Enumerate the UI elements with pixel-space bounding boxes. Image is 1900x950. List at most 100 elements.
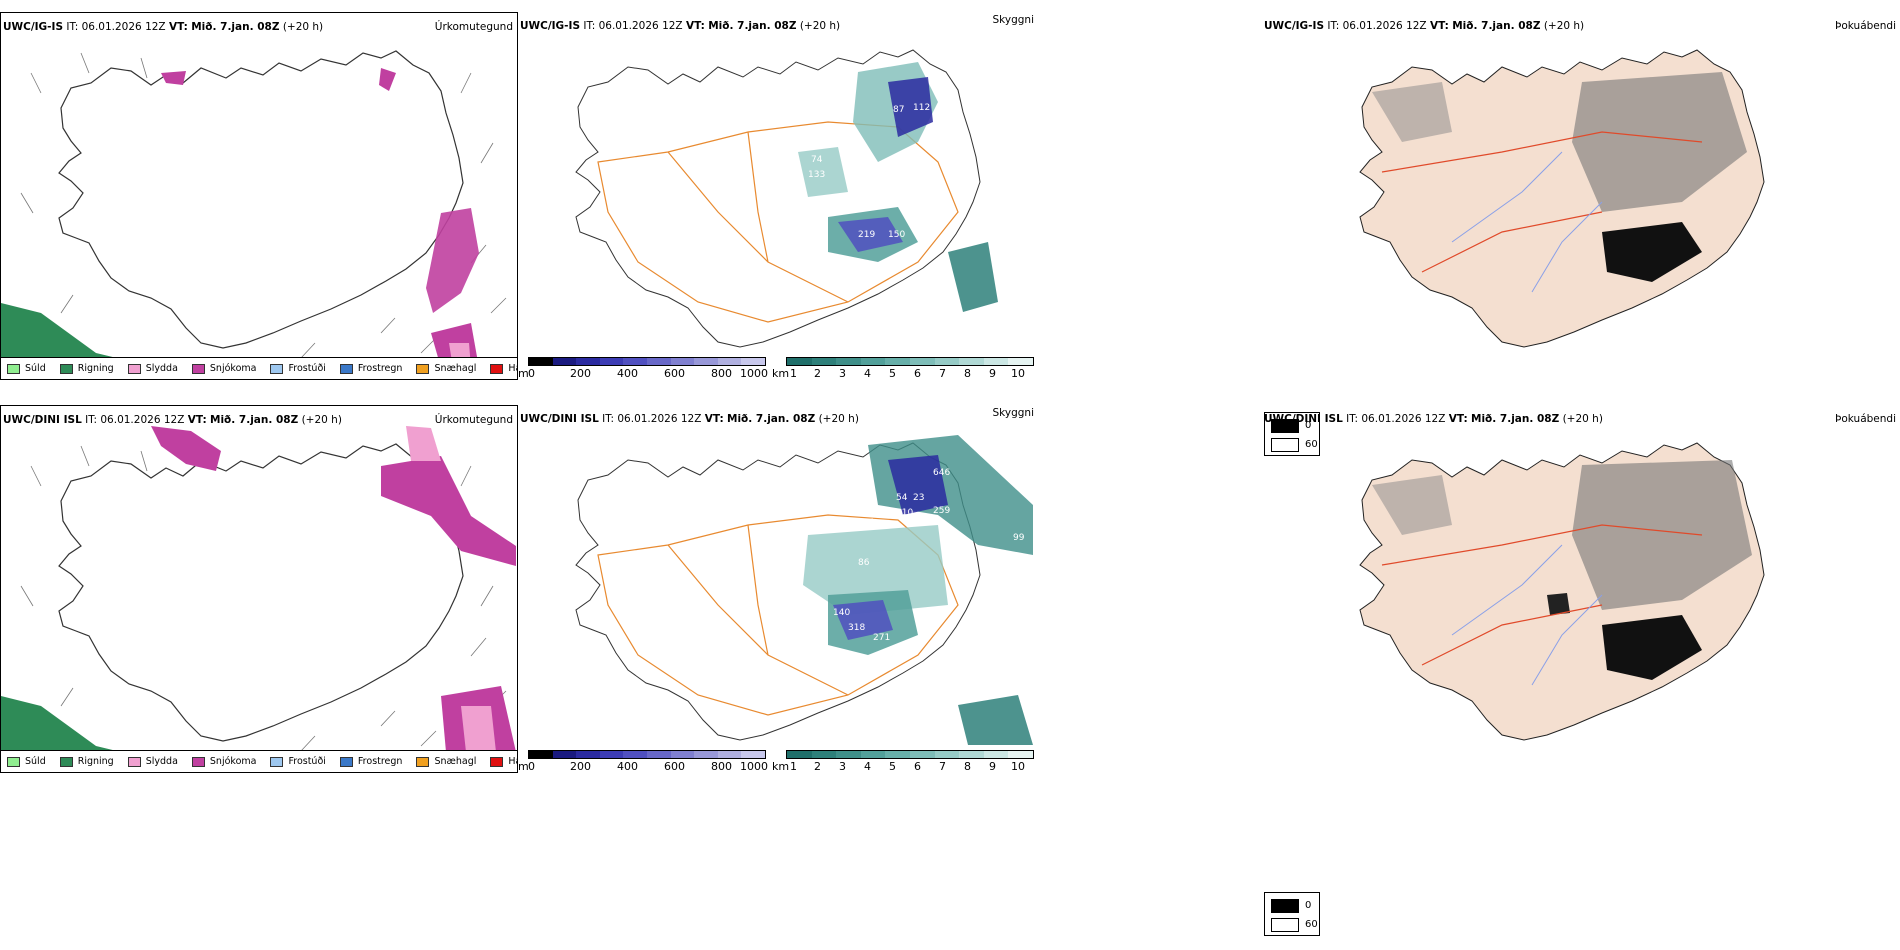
ceiling-label: 112 <box>913 103 930 113</box>
legend-item: Slydda <box>127 363 178 374</box>
ceiling-tick: 800 <box>711 367 732 380</box>
ceiling-label: 23 <box>913 493 924 503</box>
visibility-tick: 7 <box>939 367 946 380</box>
visibility-tick: 7 <box>939 760 946 773</box>
vis-area-center <box>798 147 848 197</box>
ceiling-label: 140 <box>833 608 850 618</box>
visibility-tick: 5 <box>889 760 896 773</box>
legend-item: Frostregn <box>339 756 402 767</box>
legend-swatch <box>7 363 20 374</box>
ceiling-labels: 646 54 23 110 259 99 161 86 101 140 318 … <box>773 468 1025 643</box>
ceiling-label: 219 <box>858 230 875 240</box>
ceiling-label: 82 <box>858 155 869 165</box>
ceiling-tick: 600 <box>664 760 685 773</box>
ceiling-tick: 200 <box>570 760 591 773</box>
legend-item: Snjókoma <box>191 756 256 767</box>
precip-map <box>1 426 516 752</box>
fog-legend-row2: 0 60 <box>1264 892 1320 936</box>
legend-swatch <box>59 756 73 767</box>
ceiling-label: 225 <box>856 175 873 185</box>
fog-dark-east <box>1602 222 1702 282</box>
ceiling-colorbar: m 0 200 400 600 800 1000 <box>518 357 768 380</box>
panel-title: Þokuábendi <box>1835 20 1896 32</box>
panel-title: Skyggni <box>992 14 1035 26</box>
legend-swatch <box>270 756 284 767</box>
ceiling-tick: 1000 <box>740 367 768 380</box>
ceiling-unit: m <box>518 760 529 773</box>
fog-legend-row1: 0 60 <box>1264 412 1320 456</box>
ceiling-label: 271 <box>873 633 890 643</box>
panel-header: UWC/IG-IS IT: 06.01.2026 12Z VT: Mið. 7.… <box>1264 20 1585 32</box>
visibility-tick: 1 <box>790 760 797 773</box>
ceiling-unit: m <box>518 367 529 380</box>
visibility-tick: 8 <box>964 367 971 380</box>
vis-area-east <box>948 242 998 312</box>
visibility-colorbar: km 1 2 3 4 5 6 7 8 9 10 <box>772 357 1038 380</box>
panel-header: UWC/IG-IS IT: 06.01.2026 12Z VT: Mið. 7.… <box>520 20 841 32</box>
visibility-tick: 10 <box>1011 367 1025 380</box>
ceiling-label: 99 <box>1013 533 1025 543</box>
ceiling-tick: 400 <box>617 367 638 380</box>
iceland-outline <box>58 50 464 349</box>
visibility-unit: km <box>772 367 790 380</box>
roads <box>597 514 959 716</box>
ceiling-label: 101 <box>773 588 790 598</box>
legend-swatch <box>416 756 430 767</box>
legend-item: Frostúði <box>270 756 326 767</box>
visibility-tick: 10 <box>1011 760 1025 773</box>
precip-legend: Súld Rigning Slydda Snjókoma Frostúði Fr… <box>1 750 517 772</box>
ceiling-label: 150 <box>888 230 905 240</box>
visibility-tick: 3 <box>839 760 846 773</box>
rivers <box>1451 151 1603 293</box>
legend-swatch <box>416 363 430 374</box>
panel-header: UWC/DINI ISL IT: 06.01.2026 12Z VT: Mið.… <box>520 413 859 425</box>
legend-swatch <box>59 363 73 374</box>
legend-swatch <box>339 756 353 767</box>
ceiling-area-south <box>833 600 893 640</box>
visibility-unit: km <box>772 760 790 773</box>
rain-sw <box>1 303 121 359</box>
visibility-tick: 5 <box>889 367 896 380</box>
snow-northwest <box>151 426 221 471</box>
snow-east <box>426 208 479 313</box>
legend-swatch <box>127 363 141 374</box>
visibility-colorbar-scale <box>786 357 1034 366</box>
panel-header: UWC/DINI ISL IT: 06.01.2026 12Z VT: Mið.… <box>1264 413 1603 425</box>
fog-value-high: 60 <box>1305 439 1318 450</box>
precip-type-panel-row2: UWC/DINI ISL IT: 06.01.2026 12Z VT: Mið.… <box>0 405 518 773</box>
legend-item: Slydda <box>127 756 178 767</box>
fog-grey-north <box>1572 460 1752 610</box>
legend-item: Snæhagl <box>416 756 476 767</box>
rain-sw <box>1 696 121 752</box>
legend-swatch <box>127 756 141 767</box>
ceiling-colorbar: m 0 200 400 600 800 1000 <box>518 750 768 773</box>
fog-value-low: 0 <box>1305 420 1312 431</box>
fog-swatch-high <box>1271 438 1299 452</box>
ceiling-label: 74 <box>811 155 823 165</box>
legend-item: Frostregn <box>339 363 402 374</box>
visibility-tick: 6 <box>914 760 921 773</box>
rivers <box>1451 544 1603 686</box>
visibility-tick: 4 <box>864 760 871 773</box>
legend-item: Súld <box>7 756 46 767</box>
ceiling-label: 161 <box>858 518 875 528</box>
ceiling-tick: 600 <box>664 367 685 380</box>
panel-title: Skyggni <box>992 407 1035 419</box>
legend-swatch <box>270 363 284 374</box>
visibility-colorbar: km 1 2 3 4 5 6 7 8 9 10 <box>772 750 1038 773</box>
sleet-se <box>461 706 496 752</box>
ceiling-tick: 400 <box>617 760 638 773</box>
visibility-tick: 3 <box>839 367 846 380</box>
ceiling-tick: 0 <box>528 760 535 773</box>
legend-swatch <box>339 363 353 374</box>
ceiling-colorbar-scale <box>528 750 766 759</box>
fog-swatch-low <box>1271 419 1299 433</box>
ceiling-area-northeast <box>888 455 948 515</box>
rivers-roads <box>1381 524 1703 666</box>
sleet-northeast <box>406 426 441 461</box>
fog-swatch-high <box>1271 918 1299 932</box>
legend-swatch <box>490 756 504 767</box>
ceiling-label: 86 <box>858 558 870 568</box>
visibility-tick: 1 <box>790 367 797 380</box>
roads <box>597 121 959 323</box>
